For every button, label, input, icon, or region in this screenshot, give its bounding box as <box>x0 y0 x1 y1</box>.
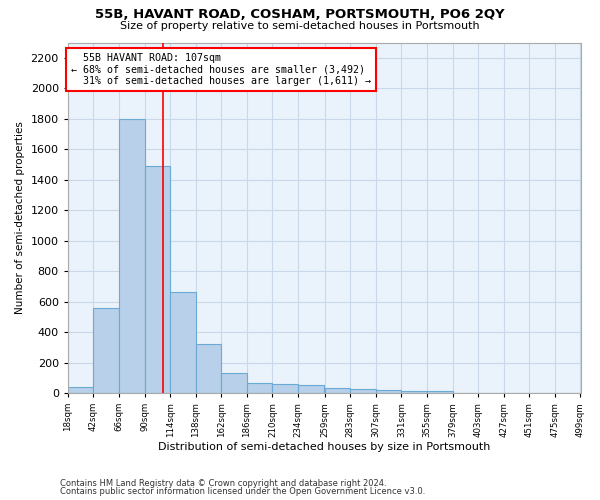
Bar <box>325 388 350 393</box>
X-axis label: Distribution of semi-detached houses by size in Portsmouth: Distribution of semi-detached houses by … <box>158 442 490 452</box>
Bar <box>272 384 298 393</box>
Text: Contains HM Land Registry data © Crown copyright and database right 2024.: Contains HM Land Registry data © Crown c… <box>60 478 386 488</box>
Text: 55B, HAVANT ROAD, COSHAM, PORTSMOUTH, PO6 2QY: 55B, HAVANT ROAD, COSHAM, PORTSMOUTH, PO… <box>95 8 505 20</box>
Bar <box>298 386 323 393</box>
Text: Size of property relative to semi-detached houses in Portsmouth: Size of property relative to semi-detach… <box>120 21 480 31</box>
Bar <box>401 391 427 393</box>
Bar <box>247 383 272 393</box>
Bar <box>145 166 170 393</box>
Bar <box>221 373 247 393</box>
Bar <box>196 344 221 393</box>
Bar <box>94 308 119 393</box>
Bar <box>170 292 196 393</box>
Bar <box>350 389 376 393</box>
Text: 55B HAVANT ROAD: 107sqm
← 68% of semi-detached houses are smaller (3,492)
  31% : 55B HAVANT ROAD: 107sqm ← 68% of semi-de… <box>71 53 371 86</box>
Bar <box>68 387 94 393</box>
Y-axis label: Number of semi-detached properties: Number of semi-detached properties <box>15 122 25 314</box>
Bar <box>427 391 452 393</box>
Bar <box>119 118 145 393</box>
Text: Contains public sector information licensed under the Open Government Licence v3: Contains public sector information licen… <box>60 488 425 496</box>
Bar <box>376 390 401 393</box>
